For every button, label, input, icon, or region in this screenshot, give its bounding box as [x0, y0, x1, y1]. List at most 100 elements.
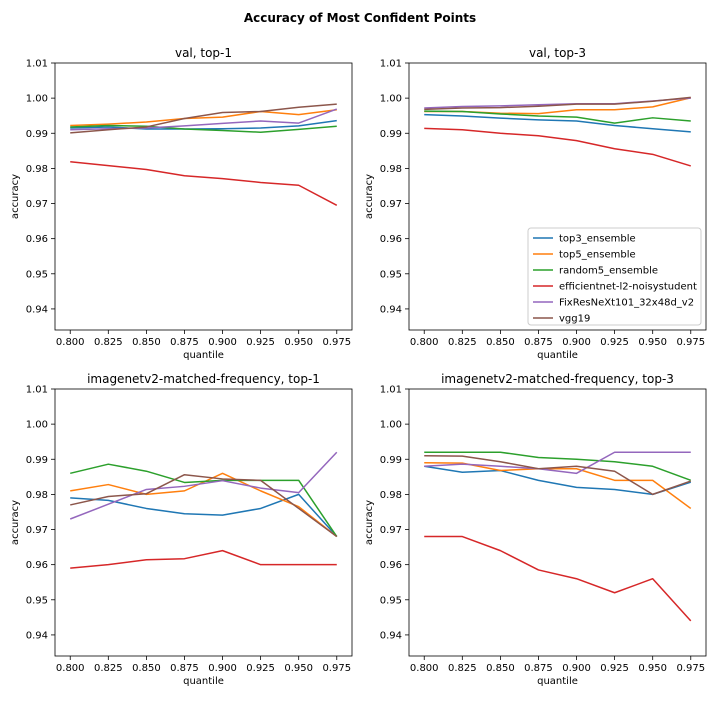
y-tick-label: 0.98	[26, 490, 48, 501]
y-tick-label: 0.94	[26, 630, 48, 641]
series-line-top3_ensemble	[424, 113, 691, 133]
series-line-top3_ensemble	[70, 493, 338, 538]
y-tick-label: 0.99	[380, 455, 402, 466]
subplot-title: imagenetv2-matched-frequency, top-1	[87, 372, 320, 386]
y-tick-label: 0.96	[26, 234, 48, 245]
axes-frame	[54, 62, 353, 331]
x-tick-label: 0.950	[284, 663, 313, 674]
y-tick-label: 0.94	[26, 304, 48, 315]
x-tick-label: 0.950	[284, 337, 313, 348]
x-tick-label: 0.800	[410, 663, 439, 674]
series-line-FixResNeXt101_32x48d_v2	[69, 451, 338, 520]
y-tick-label: 0.96	[380, 234, 402, 245]
legend-label-vgg19: vgg19	[559, 314, 590, 325]
x-tick-label: 0.800	[56, 663, 85, 674]
x-axis-label: quantile	[183, 676, 224, 687]
subplot-1: 0.800 0.825 0.850 0.875 0.900 0.925 0.950 0.975…	[10, 46, 353, 361]
legend-label-random5_ensemble: random5_ensemble	[559, 266, 658, 277]
x-tick-label: 0.850	[132, 663, 161, 674]
y-tick-label: 0.97	[26, 199, 48, 210]
series-line-top5_ensemble	[70, 108, 337, 127]
series-line-efficientnet-l2-noisystudent	[70, 160, 338, 206]
x-tick-label: 0.825	[448, 337, 477, 348]
x-tick-label: 0.825	[94, 663, 123, 674]
subplot-title: imagenetv2-matched-frequency, top-3	[441, 372, 674, 386]
series-line-random5_ensemble	[424, 451, 692, 482]
x-tick-label: 0.825	[448, 663, 477, 674]
y-tick-label: 1.01	[380, 59, 402, 70]
x-tick-label: 0.875	[524, 337, 553, 348]
x-tick-label: 0.850	[486, 337, 515, 348]
y-tick-label: 0.95	[26, 269, 48, 280]
series-line-random5_ensemble	[70, 124, 337, 133]
x-tick-label: 0.875	[524, 663, 553, 674]
y-tick-label: 1.00	[380, 94, 402, 105]
series-line-random5_ensemble	[70, 463, 338, 537]
x-tick-label: 0.875	[170, 337, 199, 348]
subplot-3: 0.800 0.825 0.850 0.875 0.900 0.925 0.950 0.975…	[10, 372, 353, 687]
figure-title: Accuracy of Most Confident Points	[243, 11, 477, 25]
subplot-title: val, top-3	[529, 46, 586, 60]
x-tick-label: 0.950	[638, 337, 667, 348]
x-axis-label: quantile	[537, 350, 578, 361]
x-tick-label: 0.800	[56, 337, 85, 348]
x-axis-label: quantile	[537, 676, 578, 687]
y-tick-label: 1.01	[380, 385, 402, 396]
legend-box	[527, 227, 702, 326]
series-line-efficientnet-l2-noisystudent	[424, 127, 691, 167]
x-tick-label: 0.925	[246, 663, 275, 674]
x-tick-label: 0.825	[94, 337, 123, 348]
series-line-vgg19	[70, 103, 337, 134]
x-tick-label: 0.850	[486, 663, 515, 674]
y-tick-label: 0.98	[26, 164, 48, 175]
y-tick-label: 0.99	[26, 129, 48, 140]
x-tick-label: 0.900	[208, 337, 237, 348]
y-tick-label: 0.97	[26, 525, 48, 536]
x-tick-label: 0.800	[410, 337, 439, 348]
legend-label-top5_ensemble: top5_ensemble	[559, 250, 636, 261]
legend-label-top3_ensemble: top3_ensemble	[559, 234, 636, 245]
y-axis-label: accuracy	[364, 174, 375, 219]
subplot-4: 0.800 0.825 0.850 0.875 0.900 0.925 0.950 0.975…	[364, 372, 707, 687]
series-line-top3_ensemble	[424, 465, 692, 496]
series-line-vgg19	[424, 96, 691, 111]
x-tick-label: 0.925	[600, 337, 629, 348]
y-tick-label: 0.99	[380, 129, 402, 140]
series-line-top3_ensemble	[70, 119, 337, 130]
y-tick-label: 0.96	[26, 560, 48, 571]
x-tick-label: 0.925	[600, 663, 629, 674]
y-axis-label: accuracy	[10, 174, 21, 219]
subplot-title: val, top-1	[175, 46, 232, 60]
series-line-FixResNeXt101_32x48d_v2	[424, 451, 691, 475]
y-tick-label: 1.01	[26, 385, 48, 396]
y-axis-label: accuracy	[10, 500, 21, 545]
x-tick-label: 0.850	[132, 337, 161, 348]
y-tick-label: 0.94	[380, 304, 402, 315]
subplot-2: 0.800 0.825 0.850 0.875 0.900 0.925 0.950 0.975…	[364, 46, 707, 361]
y-tick-label: 0.94	[380, 630, 402, 641]
x-tick-label: 0.975	[322, 337, 351, 348]
x-tick-label: 0.975	[676, 337, 705, 348]
y-tick-label: 1.01	[26, 59, 48, 70]
x-tick-label: 0.900	[562, 663, 591, 674]
x-tick-label: 0.975	[676, 663, 705, 674]
y-tick-label: 1.00	[26, 420, 48, 431]
x-tick-label: 0.975	[322, 663, 351, 674]
legend-label-FixResNeXt101_32x48d_v2: FixResNeXt101_32x48d_v2	[559, 298, 694, 309]
axes-frame	[54, 388, 353, 657]
axes-frame	[408, 62, 707, 331]
legend-label-efficientnet-l2-noisystudent: efficientnet-l2-noisystudent	[559, 282, 697, 293]
x-tick-label: 0.900	[208, 663, 237, 674]
x-tick-label: 0.900	[562, 337, 591, 348]
x-tick-label: 0.925	[246, 337, 275, 348]
y-tick-label: 1.00	[380, 420, 402, 431]
y-tick-label: 0.95	[380, 269, 402, 280]
y-tick-label: 0.99	[26, 455, 48, 466]
series-line-random5_ensemble	[424, 110, 691, 124]
x-axis-label: quantile	[183, 350, 224, 361]
y-tick-label: 0.97	[380, 199, 402, 210]
series-line-efficientnet-l2-noisystudent	[424, 535, 692, 622]
series-line-top5_ensemble	[424, 462, 692, 510]
y-tick-label: 0.96	[380, 560, 402, 571]
y-tick-label: 0.98	[380, 164, 402, 175]
